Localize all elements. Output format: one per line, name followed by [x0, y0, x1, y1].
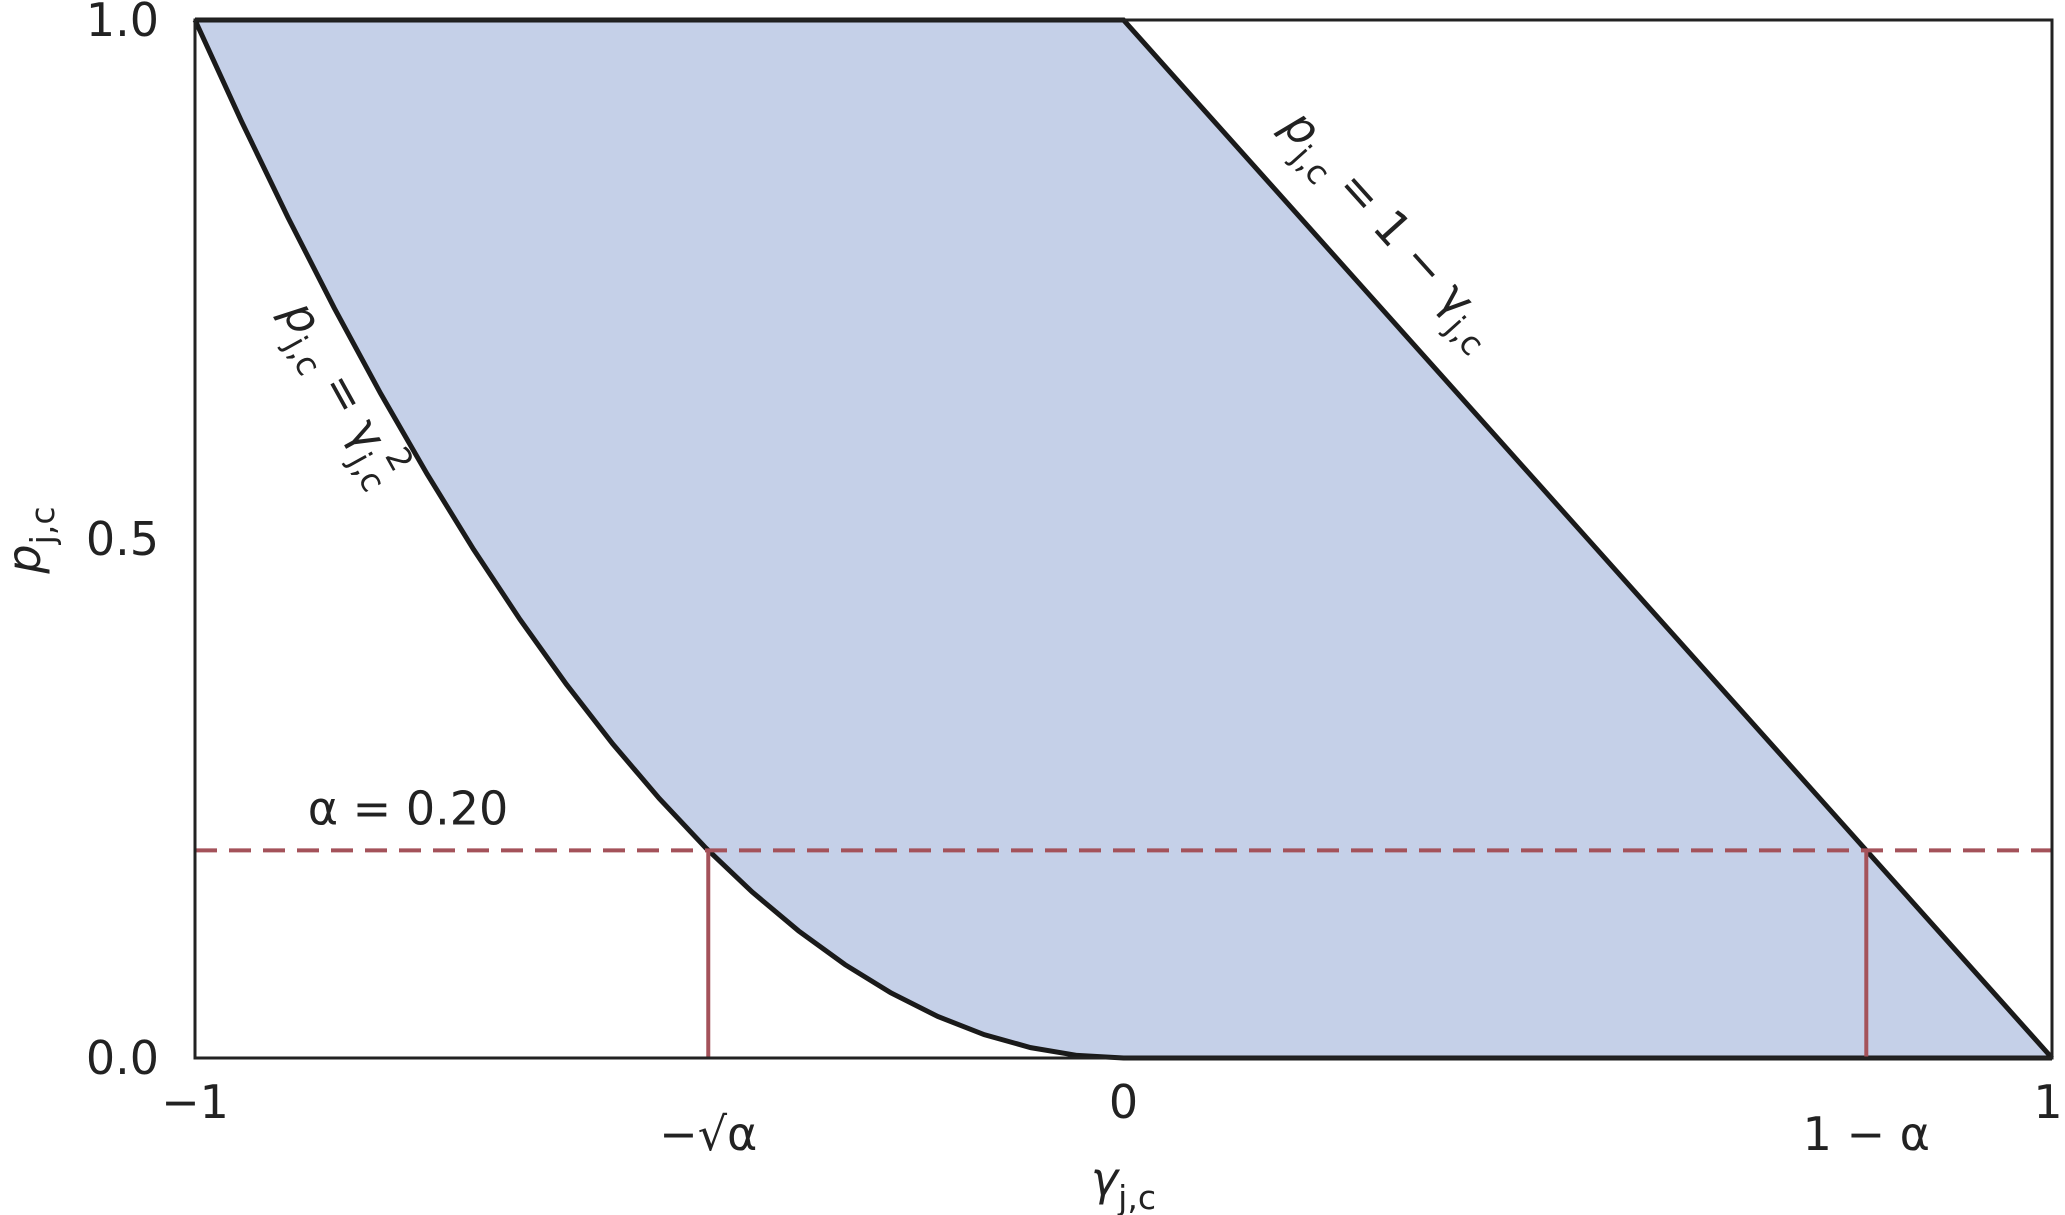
y-tick-label: 1.0 [86, 0, 159, 47]
alpha-tick-label: −√α [659, 1107, 757, 1161]
x-axis-label-part: γ [1091, 1152, 1121, 1206]
x-axis-label: γj,c [1091, 1152, 1156, 1215]
y-axis-label-part: j,c [23, 506, 62, 545]
y-tick-label: 0.5 [86, 512, 159, 566]
x-tick-label: −1 [161, 1075, 229, 1129]
x-tick-label: 0 [1109, 1075, 1138, 1129]
x-tick-label: 1 [2033, 1075, 2062, 1129]
y-axis-label: pj,c [0, 506, 62, 574]
alpha-tick-label: 1 − α [1803, 1107, 1930, 1161]
x-axis-label-part: j,c [1117, 1178, 1156, 1215]
y-tick-label: 0.0 [86, 1031, 159, 1085]
plot-frame [193, 18, 2054, 1060]
y-axis-label-part: p [0, 544, 51, 574]
alpha-label: α = 0.20 [308, 781, 509, 835]
band-fill [195, 20, 2052, 1058]
